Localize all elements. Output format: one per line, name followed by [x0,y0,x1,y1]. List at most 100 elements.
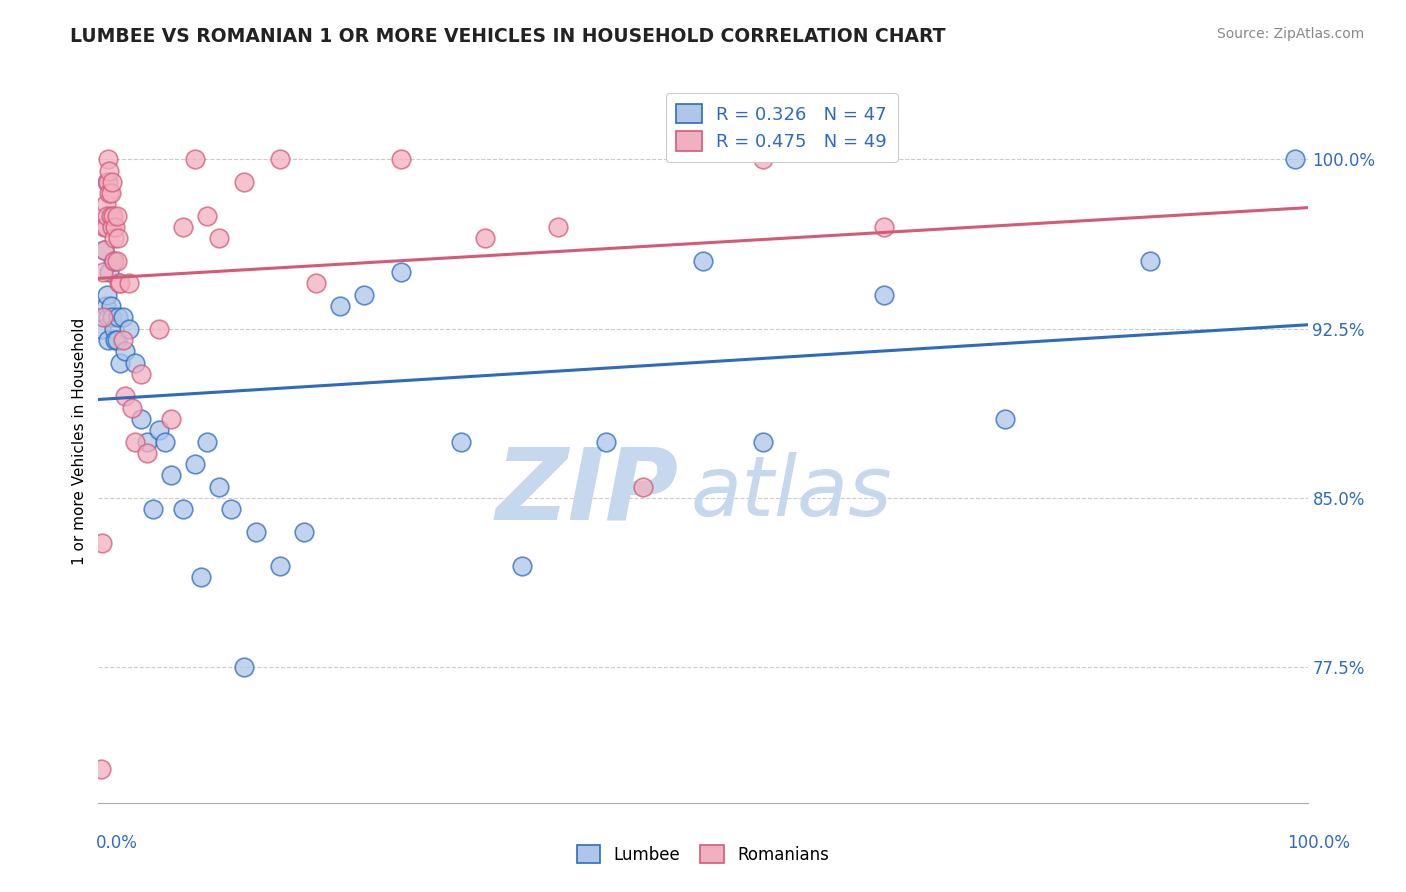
Point [353,287,375,301]
Point [100,220,122,235]
Point [190,570,212,584]
Text: LUMBEE VS ROMANIAN 1 OR MORE VEHICLES IN HOUSEHOLD CORRELATION CHART: LUMBEE VS ROMANIAN 1 OR MORE VEHICLES IN… [70,27,946,45]
Point [631,480,654,494]
Point [269,153,291,167]
Point [94,197,117,211]
Point [91,310,114,325]
Point [135,446,157,460]
Point [98,163,121,178]
Point [329,299,352,313]
Point [98,186,121,201]
Point [269,558,291,573]
Point [93,243,115,257]
Text: atlas: atlas [690,451,893,533]
Point [184,457,207,471]
Point [172,502,194,516]
Point [148,423,170,437]
Legend: Lumbee, Romanians: Lumbee, Romanians [571,838,835,871]
Point [153,434,176,449]
Point [305,277,328,291]
Point [105,253,128,268]
Point [232,175,254,189]
Point [107,310,129,325]
Point [93,243,115,257]
Point [103,231,125,245]
Point [94,220,117,235]
Point [450,434,472,449]
Text: 0.0%: 0.0% [96,834,138,852]
Point [121,401,143,415]
Point [195,434,218,449]
Point [752,434,775,449]
Point [873,220,896,235]
Point [105,333,128,347]
Point [232,660,254,674]
Point [195,209,218,223]
Point [389,153,412,167]
Point [101,209,124,223]
Point [91,536,114,550]
Point [160,412,183,426]
Text: Source: ZipAtlas.com: Source: ZipAtlas.com [1216,27,1364,41]
Point [1139,253,1161,268]
Point [129,367,152,381]
Point [160,468,183,483]
Point [100,310,122,325]
Point [474,231,496,245]
Point [994,412,1017,426]
Point [111,333,134,347]
Point [100,299,122,313]
Text: ZIP: ZIP [496,443,679,541]
Point [873,287,896,301]
Point [104,333,127,347]
Point [135,434,157,449]
Point [90,762,112,776]
Point [111,310,134,325]
Point [118,321,141,335]
Point [98,265,121,279]
Point [142,502,165,516]
Point [148,321,170,335]
Point [692,253,714,268]
Point [208,480,231,494]
Point [96,209,118,223]
Point [124,355,146,369]
Point [221,502,243,516]
Point [510,558,533,573]
Point [101,253,124,268]
Point [100,175,122,189]
Point [103,253,125,268]
Point [124,434,146,449]
Point [292,524,315,539]
Point [107,231,129,245]
Point [114,344,136,359]
Legend: R = 0.326   N = 47, R = 0.475   N = 49: R = 0.326 N = 47, R = 0.475 N = 49 [665,93,897,161]
Point [245,524,267,539]
Point [129,412,152,426]
Point [184,153,207,167]
Point [94,299,117,313]
Point [97,175,120,189]
Point [547,220,569,235]
Point [97,310,120,325]
Point [100,209,122,223]
Point [97,333,120,347]
Point [114,389,136,403]
Point [389,265,412,279]
Point [103,321,125,335]
Point [108,277,131,291]
Point [752,153,775,167]
Point [105,209,128,223]
Text: 100.0%: 100.0% [1286,834,1350,852]
Y-axis label: 1 or more Vehicles in Household: 1 or more Vehicles in Household [72,318,87,566]
Point [96,287,118,301]
Point [108,277,131,291]
Point [90,321,112,335]
Point [1284,153,1306,167]
Point [91,265,114,279]
Point [93,220,115,235]
Point [172,220,194,235]
Point [108,355,131,369]
Point [118,277,141,291]
Point [595,434,617,449]
